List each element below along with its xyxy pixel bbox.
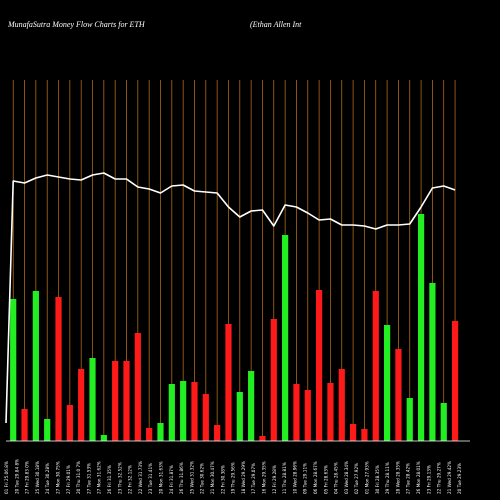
x-tick-label: 21 Mon 30.47% (210, 461, 215, 494)
x-tick-label: 27 Mon 31.62% (97, 461, 102, 494)
money-flow-bar-down (78, 369, 85, 441)
x-tick-label: 28 Wed 28.35% (395, 461, 400, 494)
money-flow-bar-down (112, 361, 119, 441)
money-flow-bar-down (350, 424, 357, 441)
x-tick-label: 27 Fri 29.01% (66, 465, 71, 494)
money-flow-bar-up (44, 419, 51, 441)
money-flow-bar-down (191, 382, 198, 441)
x-tick-label: 11 Thu 28.81% (282, 462, 287, 494)
x-tick-label: 25 Wed 31.32% (189, 461, 194, 494)
money-flow-bar-down (338, 369, 345, 441)
money-flow-bar-up (282, 235, 289, 441)
x-tick-label: 23 Fri 29.13% (426, 465, 431, 494)
x-tick-label: 01 Fri 25.06.8% (4, 461, 9, 494)
x-tick-label: 24 Fri 31.87% (169, 465, 174, 494)
x-tick-label: 27 Tue 28.42% (406, 463, 411, 494)
x-tick-label: 01 Mon 27.93% (365, 461, 370, 494)
money-flow-bar-down (304, 390, 311, 441)
x-tick-label: 27 Mon 30.75% (56, 461, 61, 494)
x-axis-tick-labels: 01 Fri 25.06.8% 20 Tue 29.84 8% 27 Fri 29.… (4, 459, 462, 494)
price-line-group (5, 172, 456, 424)
x-tick-label: 03 Wed 28.34% (344, 461, 349, 494)
money-flow-bar-up (248, 371, 255, 441)
money-flow-bar-down (225, 324, 232, 441)
x-tick-label: 22 Fri 32.12% (128, 465, 133, 494)
x-tick-label: 27 Tue 31.53% (86, 463, 91, 494)
money-flow-bar-down (293, 384, 300, 441)
x-tick-label: 17 Tue 29.07% (251, 463, 256, 494)
x-tick-label: 20 Tue 29.84 8% (14, 459, 19, 494)
money-flow-bar-up (89, 358, 96, 441)
money-flow-bar-down (327, 383, 334, 441)
x-tick-label: 21 Wed 29.42% (447, 461, 452, 494)
money-flow-bar-down (395, 349, 402, 441)
x-tick-label: 06 Mon 28.67% (313, 461, 318, 494)
money-flow-bar-down (134, 333, 141, 441)
money-flow-bar-up (383, 325, 391, 441)
money-flow-bars (10, 214, 459, 441)
x-tick-label: 19 Thu 29.56% (231, 462, 236, 494)
chart-title-right: (Ethan Allen Int (250, 20, 302, 29)
x-tick-label: 02 Tue 27.92% (354, 463, 359, 494)
money-flow-bar-up (100, 435, 107, 441)
x-tick-label: 16 Mon 29.35% (262, 461, 267, 494)
money-flow-bar-down (202, 394, 209, 441)
x-tick-label: 23 Thu 32.52% (117, 462, 122, 494)
price-line (5, 172, 456, 424)
x-tick-label: 26 Fri 31.35% (107, 465, 112, 494)
x-tick-label: 12 Fri 29.28% (272, 465, 277, 494)
money-flow-bar-down (146, 428, 153, 441)
money-flow-bar-down (451, 321, 459, 441)
x-tick-label: 05 Fri 28.63% (323, 465, 328, 494)
money-flow-bar-up (168, 384, 175, 441)
x-tick-label: 27 Fri 29.83 0% (25, 461, 30, 494)
x-tick-label: 23 Tue 31.41% (148, 463, 153, 494)
money-flow-bar-up (417, 214, 425, 441)
x-tick-label: 22 Wed 31.73% (138, 461, 143, 494)
money-flow-bar-up (406, 398, 413, 441)
x-tick-label: 09 Tue 29.11% (303, 463, 308, 494)
x-tick-label: 20 Thu 31.0 7% (76, 461, 81, 494)
money-flow-bar-up (180, 381, 187, 441)
x-tick-label: 22 Fri 30.38% (220, 465, 225, 494)
money-flow-bar-down (270, 319, 277, 441)
x-tick-label: 18 Wed 29.29% (241, 461, 246, 494)
money-flow-bar-down (372, 291, 379, 441)
money-flow-bar-down (55, 297, 62, 441)
chart-title-left: MunafaSutra Money Flow Charts for ETH (7, 20, 146, 29)
money-flow-bar-down (316, 290, 323, 441)
money-flow-bar-up (32, 291, 39, 441)
x-tick-label: 26 Mon 28.01% (416, 461, 421, 494)
money-flow-bar-up (429, 283, 436, 441)
money-flow-bar-down (21, 409, 28, 441)
money-flow-bar-up (10, 299, 17, 441)
money-flow-bar-down (214, 425, 221, 441)
x-tick-label: 26 Thu 31.86% (179, 462, 184, 494)
money-flow-bar-down (361, 429, 368, 441)
x-tick-label: 25 Wed 30.18% (35, 461, 40, 494)
x-tick-label: 29 Thu 28.11% (385, 462, 390, 494)
x-tick-label: 20 Tue 29.23% (457, 463, 462, 494)
x-tick-label: 30 Fri 28.35% (375, 465, 380, 494)
money-flow-bar-down (66, 405, 73, 441)
x-tick-label: 22 Tue 30.62% (200, 463, 205, 494)
money-flow-bar-up (236, 392, 243, 441)
x-tick-label: 20 Mon 31.63% (159, 461, 164, 494)
money-flow-bar-up (157, 423, 164, 441)
x-tick-label: 22 Thu 29.27% (437, 462, 442, 494)
money-flow-bar-up (440, 403, 447, 441)
x-tick-label: 10 Wed 28.96% (292, 461, 297, 494)
x-tick-label: 24 Tue 30.28% (45, 463, 50, 494)
money-flow-bar-down (259, 436, 266, 441)
money-flow-bar-down (123, 361, 130, 441)
x-tick-label: 04 Thu 28.45% (334, 462, 339, 494)
